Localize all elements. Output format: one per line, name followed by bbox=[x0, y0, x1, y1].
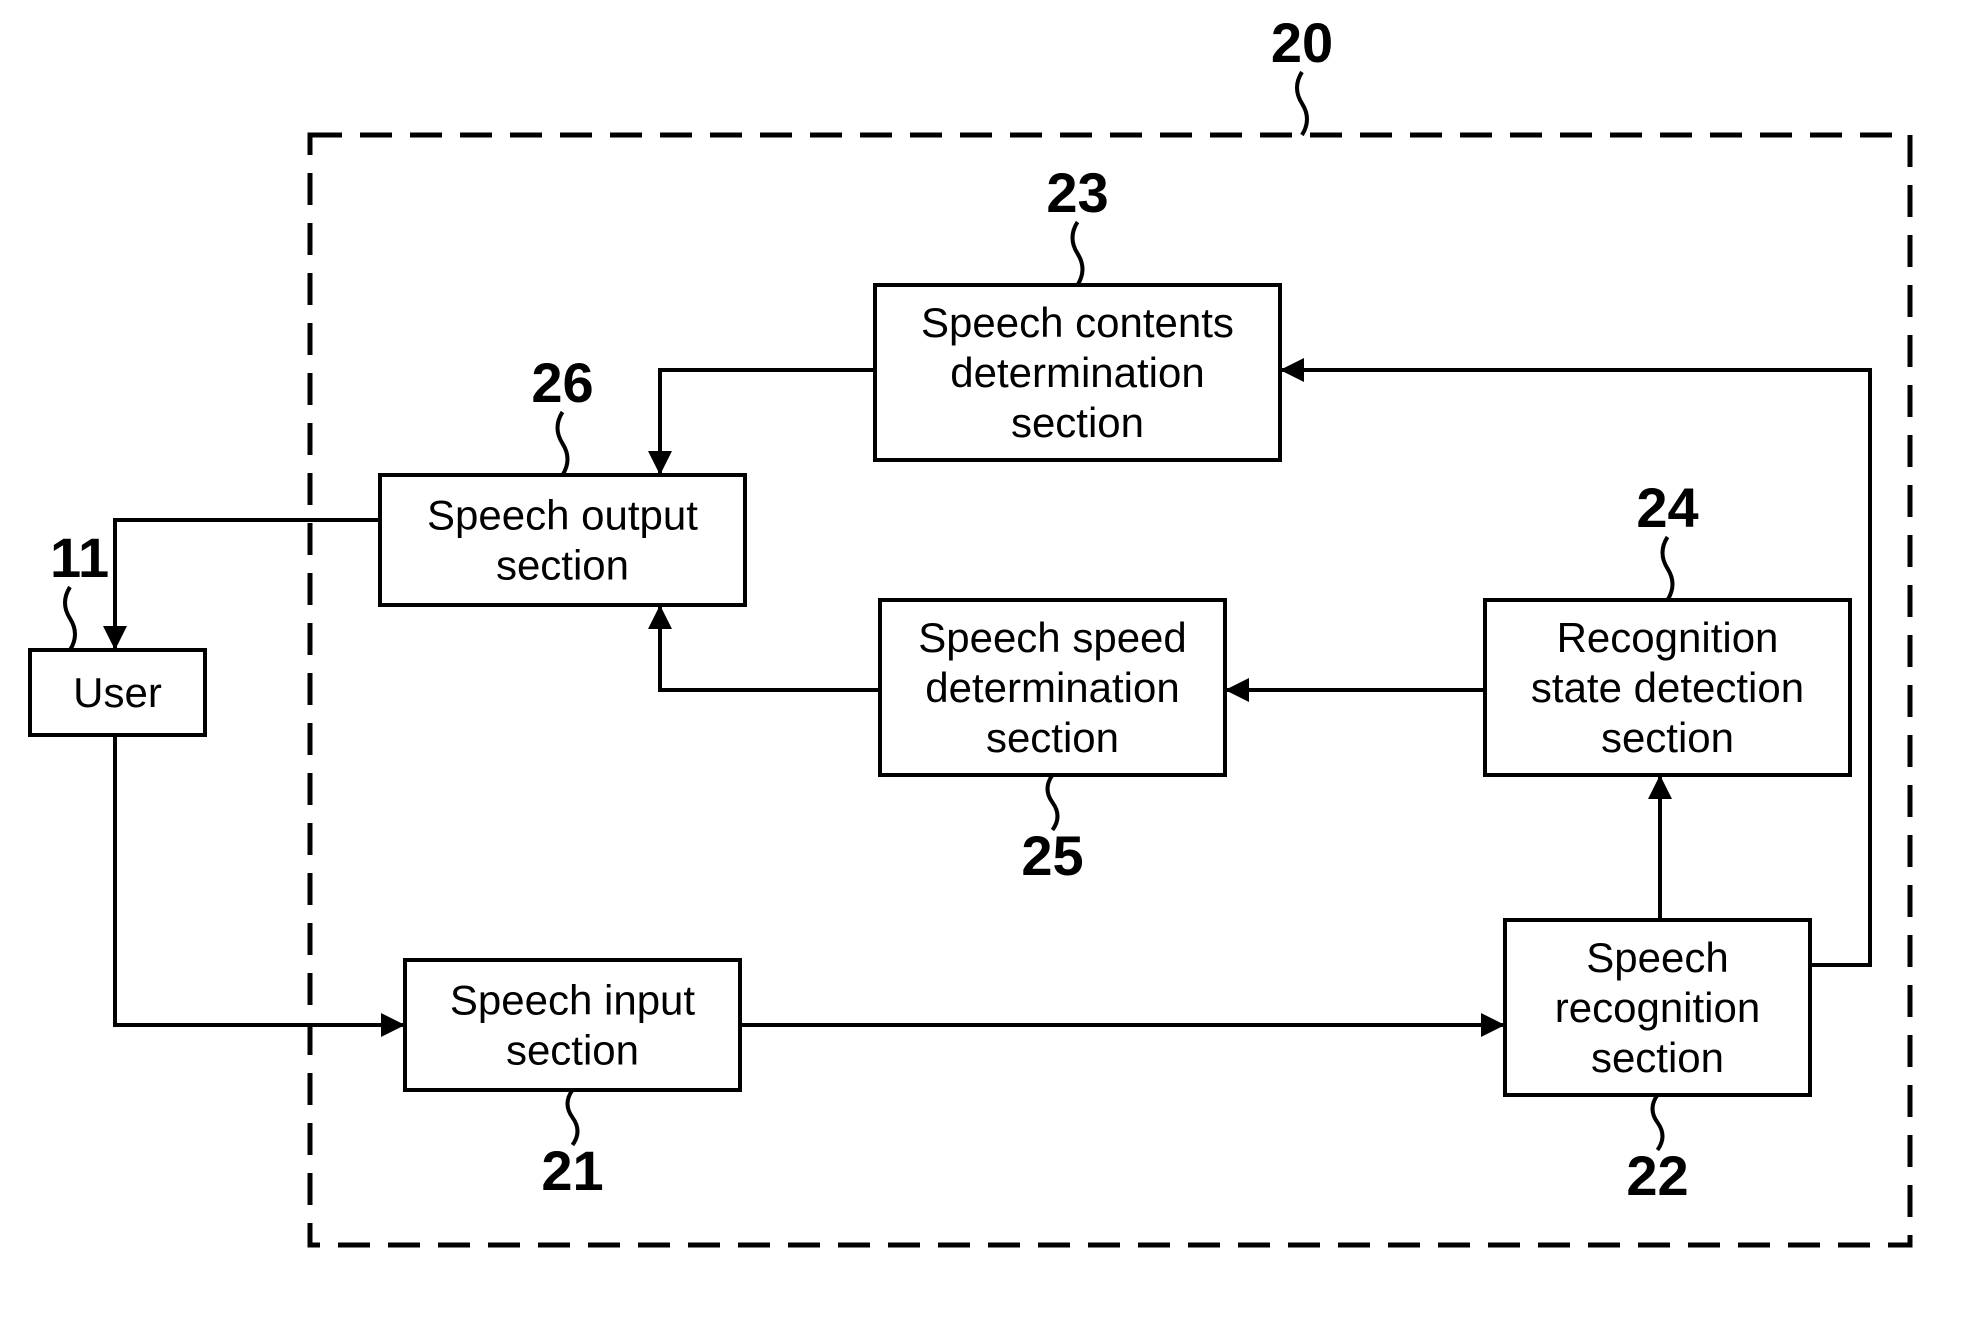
node-n24-ref: 24 bbox=[1636, 476, 1698, 539]
node-n22-label-line-1: recognition bbox=[1555, 984, 1760, 1031]
arrowhead bbox=[1225, 678, 1249, 702]
arrowhead bbox=[1481, 1013, 1505, 1037]
node-n22: Speechrecognitionsection 22 bbox=[1505, 920, 1810, 1207]
node-n23-squiggle bbox=[1073, 222, 1083, 285]
node-n25-squiggle bbox=[1048, 775, 1058, 830]
arrowhead bbox=[103, 626, 127, 650]
node-n26-squiggle bbox=[558, 412, 568, 475]
container-ref: 20 bbox=[1271, 11, 1333, 74]
node-n25-label-line-1: determination bbox=[925, 664, 1179, 711]
node-n23-label-line-2: section bbox=[1011, 399, 1144, 446]
node-n24-label-line-2: section bbox=[1601, 714, 1734, 761]
node-user-label-line-0: User bbox=[73, 669, 162, 716]
diagram-canvas: User11Speech inputsection21Speechrecogni… bbox=[0, 0, 1981, 1326]
node-n21-squiggle bbox=[568, 1090, 578, 1145]
node-n21: Speech inputsection 21 bbox=[405, 960, 740, 1202]
node-n21-label-line-0: Speech input bbox=[450, 977, 696, 1024]
node-n26-label-line-1: section bbox=[496, 542, 629, 589]
arrowhead bbox=[1280, 358, 1304, 382]
node-n21-label-line-1: section bbox=[506, 1027, 639, 1074]
node-n22-label-line-2: section bbox=[1591, 1034, 1724, 1081]
edge-n26-user bbox=[115, 520, 380, 650]
node-n23-label-line-0: Speech contents bbox=[921, 299, 1234, 346]
node-n26-ref: 26 bbox=[531, 351, 593, 414]
node-n25-ref: 25 bbox=[1021, 824, 1083, 887]
node-n24-label-line-1: state detection bbox=[1531, 664, 1804, 711]
edge-user-n21 bbox=[115, 735, 405, 1025]
node-n25-label-line-2: section bbox=[986, 714, 1119, 761]
arrowhead bbox=[648, 605, 672, 629]
node-n26-label-line-0: Speech output bbox=[427, 492, 698, 539]
node-n23-ref: 23 bbox=[1046, 161, 1108, 224]
node-n22-squiggle bbox=[1653, 1095, 1663, 1150]
node-n21-ref: 21 bbox=[541, 1139, 603, 1202]
node-n22-ref: 22 bbox=[1626, 1144, 1688, 1207]
edge-n25-n26 bbox=[660, 605, 880, 690]
node-n26: Speech outputsection 26 bbox=[380, 351, 745, 605]
node-n24-squiggle bbox=[1663, 537, 1673, 600]
node-n24: Recognitionstate detectionsection 24 bbox=[1485, 476, 1850, 775]
node-n22-label-line-0: Speech bbox=[1586, 934, 1728, 981]
node-n25: Speech speeddeterminationsection 25 bbox=[880, 600, 1225, 887]
arrowhead bbox=[648, 451, 672, 475]
node-n24-label-line-0: Recognition bbox=[1557, 614, 1779, 661]
edge-n23-n26 bbox=[660, 370, 875, 475]
container-squiggle bbox=[1297, 72, 1307, 135]
node-n25-label-line-0: Speech speed bbox=[918, 614, 1187, 661]
arrowhead bbox=[1648, 775, 1672, 799]
arrowhead bbox=[381, 1013, 405, 1037]
node-user-ref: 11 bbox=[50, 526, 109, 589]
node-n23: Speech contentsdeterminationsection 23 bbox=[875, 161, 1280, 460]
node-n23-label-line-1: determination bbox=[950, 349, 1204, 396]
node-user-squiggle bbox=[65, 587, 75, 650]
